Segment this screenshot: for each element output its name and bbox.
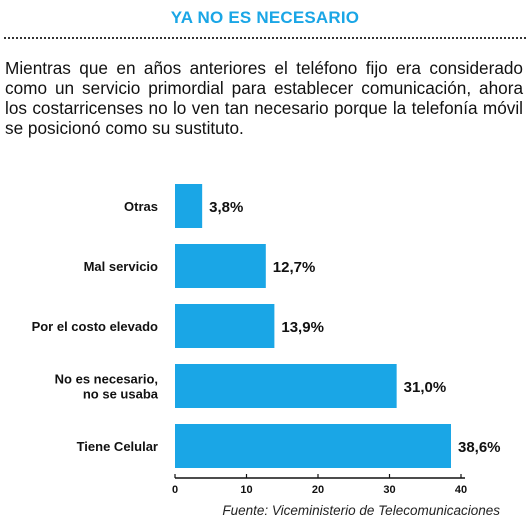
value-label: 31,0% bbox=[404, 379, 447, 396]
category-label: Tiene Celular bbox=[77, 439, 158, 454]
x-tick-label: 20 bbox=[312, 484, 324, 496]
bar bbox=[175, 244, 266, 288]
value-label: 13,9% bbox=[281, 319, 324, 336]
x-tick-label: 40 bbox=[455, 484, 467, 496]
title-divider bbox=[4, 37, 526, 39]
category-label: Por el costo elevado bbox=[32, 319, 158, 334]
value-label: 12,7% bbox=[273, 259, 316, 276]
category-label: Otras bbox=[124, 199, 158, 214]
value-label: 38,6% bbox=[458, 439, 501, 456]
value-label: 3,8% bbox=[209, 199, 243, 216]
bar bbox=[175, 424, 451, 468]
intro-paragraph: Mientras que en años anteriores el teléf… bbox=[5, 58, 523, 138]
chart-title: YA NO ES NECESARIO bbox=[170, 8, 360, 27]
bar bbox=[175, 364, 397, 408]
x-tick-label: 30 bbox=[383, 484, 395, 496]
bar bbox=[175, 184, 203, 228]
bar bbox=[175, 304, 275, 348]
source-note: Fuente: Viceministerio de Telecomunicaci… bbox=[222, 503, 500, 518]
category-label: No es necesario, no se usaba bbox=[55, 372, 159, 402]
x-tick-label: 10 bbox=[240, 484, 252, 496]
x-tick-label: 0 bbox=[172, 484, 178, 496]
category-label: Mal servicio bbox=[84, 259, 158, 274]
